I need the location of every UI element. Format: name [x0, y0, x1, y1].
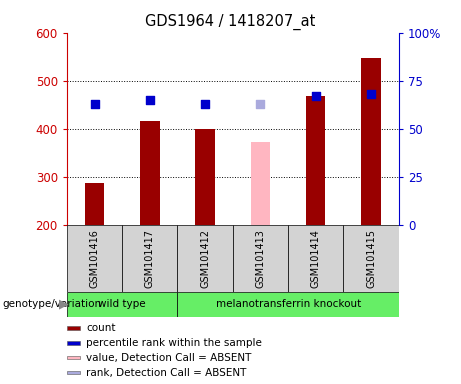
- Bar: [67, 292, 177, 317]
- Bar: [67, 326, 80, 330]
- Bar: [85, 183, 104, 225]
- Text: GSM101413: GSM101413: [255, 229, 266, 288]
- Point: [91, 101, 98, 107]
- Text: GSM101415: GSM101415: [366, 229, 376, 288]
- Bar: [67, 371, 80, 374]
- Text: ▶: ▶: [59, 298, 68, 311]
- Bar: [67, 225, 122, 292]
- Bar: [177, 225, 233, 292]
- Bar: [361, 58, 381, 225]
- Bar: [288, 225, 343, 292]
- Bar: [177, 292, 399, 317]
- Text: genotype/variation: genotype/variation: [2, 299, 101, 310]
- Bar: [122, 225, 177, 292]
- Point: [201, 101, 209, 107]
- Bar: [233, 225, 288, 292]
- Text: wild type: wild type: [98, 299, 146, 310]
- Point: [146, 97, 154, 103]
- Text: GSM101416: GSM101416: [89, 229, 100, 288]
- Text: GSM101417: GSM101417: [145, 229, 155, 288]
- Point: [257, 101, 264, 107]
- Point: [367, 91, 375, 97]
- Bar: [343, 225, 399, 292]
- Text: rank, Detection Call = ABSENT: rank, Detection Call = ABSENT: [86, 368, 247, 378]
- Text: GDS1964 / 1418207_at: GDS1964 / 1418207_at: [145, 13, 316, 30]
- Text: GSM101412: GSM101412: [200, 229, 210, 288]
- Text: melanotransferrin knockout: melanotransferrin knockout: [215, 299, 361, 310]
- Bar: [306, 96, 325, 225]
- Bar: [67, 356, 80, 359]
- Text: count: count: [86, 323, 116, 333]
- Bar: [195, 129, 215, 225]
- Bar: [251, 142, 270, 225]
- Bar: [67, 341, 80, 344]
- Text: percentile rank within the sample: percentile rank within the sample: [86, 338, 262, 348]
- Bar: [140, 121, 160, 225]
- Text: value, Detection Call = ABSENT: value, Detection Call = ABSENT: [86, 353, 252, 363]
- Point: [312, 93, 319, 99]
- Text: GSM101414: GSM101414: [311, 229, 321, 288]
